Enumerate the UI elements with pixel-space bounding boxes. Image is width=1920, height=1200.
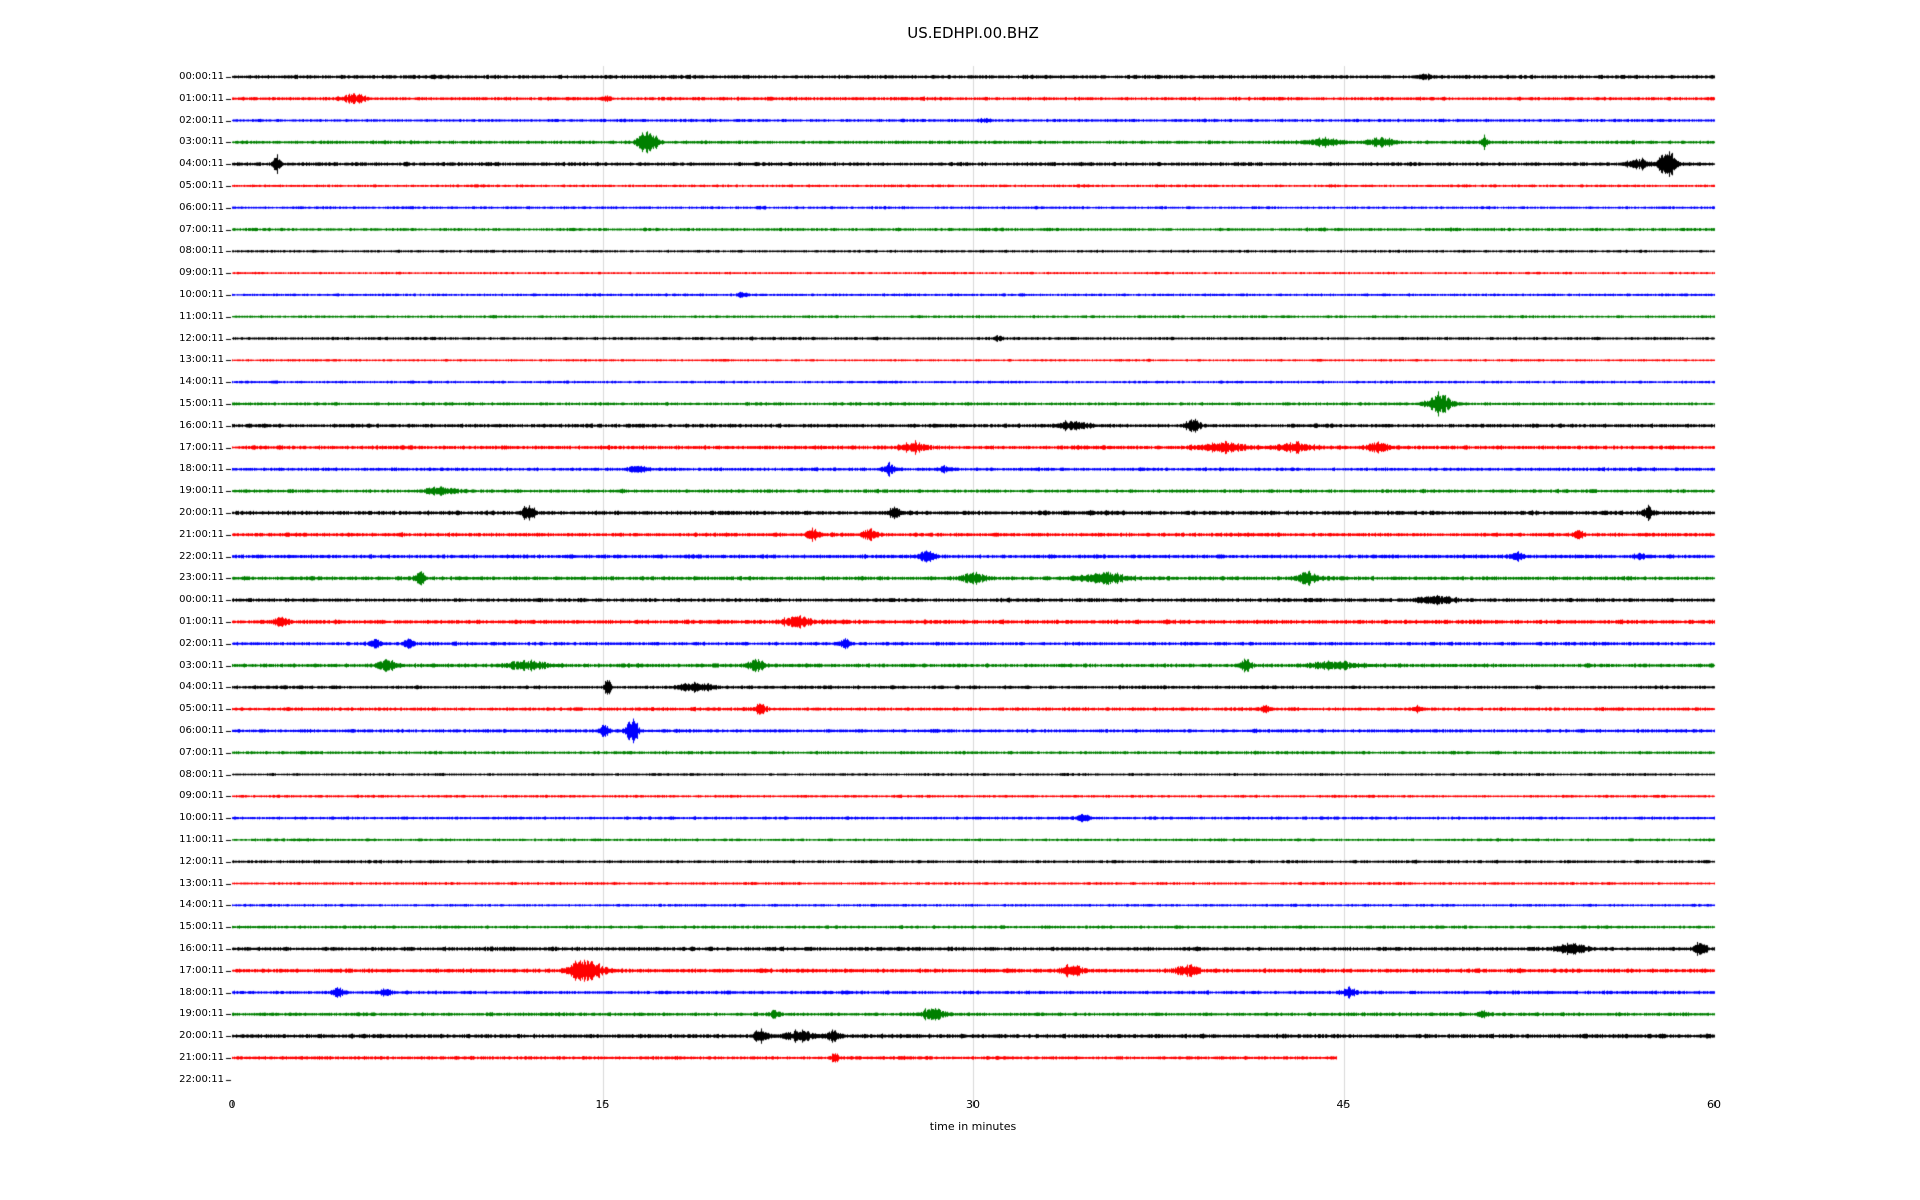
row-time-label: 17:00:11	[179, 964, 224, 976]
row-time-label: 08:00:11	[179, 245, 224, 257]
row-time-label: 07:00:11	[179, 746, 224, 758]
x-tick-label: 30	[966, 1098, 980, 1111]
row-time-label: 16:00:11	[179, 419, 224, 431]
row-time-label: 03:00:11	[179, 136, 224, 148]
row-time-label: 01:00:11	[179, 615, 224, 627]
row-time-label: 15:00:11	[179, 921, 224, 933]
row-time-label: 11:00:11	[179, 310, 224, 322]
row-time-label: 22:00:11	[179, 550, 224, 562]
row-time-label: 16:00:11	[179, 942, 224, 954]
row-time-label: 13:00:11	[179, 877, 224, 889]
row-time-label: 22:00:11	[179, 1073, 224, 1085]
row-time-label: 07:00:11	[179, 223, 224, 235]
row-time-label: 14:00:11	[179, 376, 224, 388]
row-time-label: 04:00:11	[179, 158, 224, 170]
row-time-label: 06:00:11	[179, 724, 224, 736]
row-time-label: 19:00:11	[179, 1008, 224, 1020]
chart-title: US.EDHPI.00.BHZ	[907, 24, 1039, 42]
row-time-label: 23:00:11	[179, 572, 224, 584]
row-time-label: 08:00:11	[179, 768, 224, 780]
row-time-label: 09:00:11	[179, 267, 224, 279]
x-tick-label: 0	[228, 1098, 236, 1111]
row-time-label: 18:00:11	[179, 463, 224, 475]
row-time-label: 10:00:11	[179, 812, 224, 824]
row-time-label: 18:00:11	[179, 986, 224, 998]
x-tick-label: 45	[1336, 1098, 1351, 1111]
row-time-label: 10:00:11	[179, 288, 224, 300]
row-time-label: 12:00:11	[179, 855, 224, 867]
row-time-label: 06:00:11	[179, 201, 224, 213]
row-time-label: 12:00:11	[179, 332, 224, 344]
row-time-label: 04:00:11	[179, 681, 224, 693]
row-time-label: 17:00:11	[179, 441, 224, 453]
row-time-label: 02:00:11	[179, 637, 224, 649]
row-time-label: 14:00:11	[179, 899, 224, 911]
x-tick-label: 15	[595, 1098, 610, 1111]
x-axis-label: time in minutes	[929, 1120, 1017, 1133]
row-time-label: 21:00:11	[179, 528, 224, 540]
row-time-label: 15:00:11	[179, 397, 224, 409]
row-time-label: 01:00:11	[179, 92, 224, 104]
row-time-label: 03:00:11	[179, 659, 224, 671]
row-time-label: 20:00:11	[179, 1030, 224, 1042]
row-time-label: 00:00:11	[179, 594, 224, 606]
row-time-label: 05:00:11	[179, 179, 224, 191]
row-time-label: 05:00:11	[179, 703, 224, 715]
row-time-label: 19:00:11	[179, 485, 224, 497]
row-time-label: 21:00:11	[179, 1051, 224, 1063]
row-time-label: 11:00:11	[179, 833, 224, 845]
row-time-label: 02:00:11	[179, 114, 224, 126]
x-tick-label: 60	[1707, 1098, 1721, 1111]
row-time-label: 20:00:11	[179, 506, 224, 518]
row-time-label: 00:00:11	[179, 70, 224, 82]
row-time-label: 09:00:11	[179, 790, 224, 802]
row-time-label: 13:00:11	[179, 354, 224, 366]
